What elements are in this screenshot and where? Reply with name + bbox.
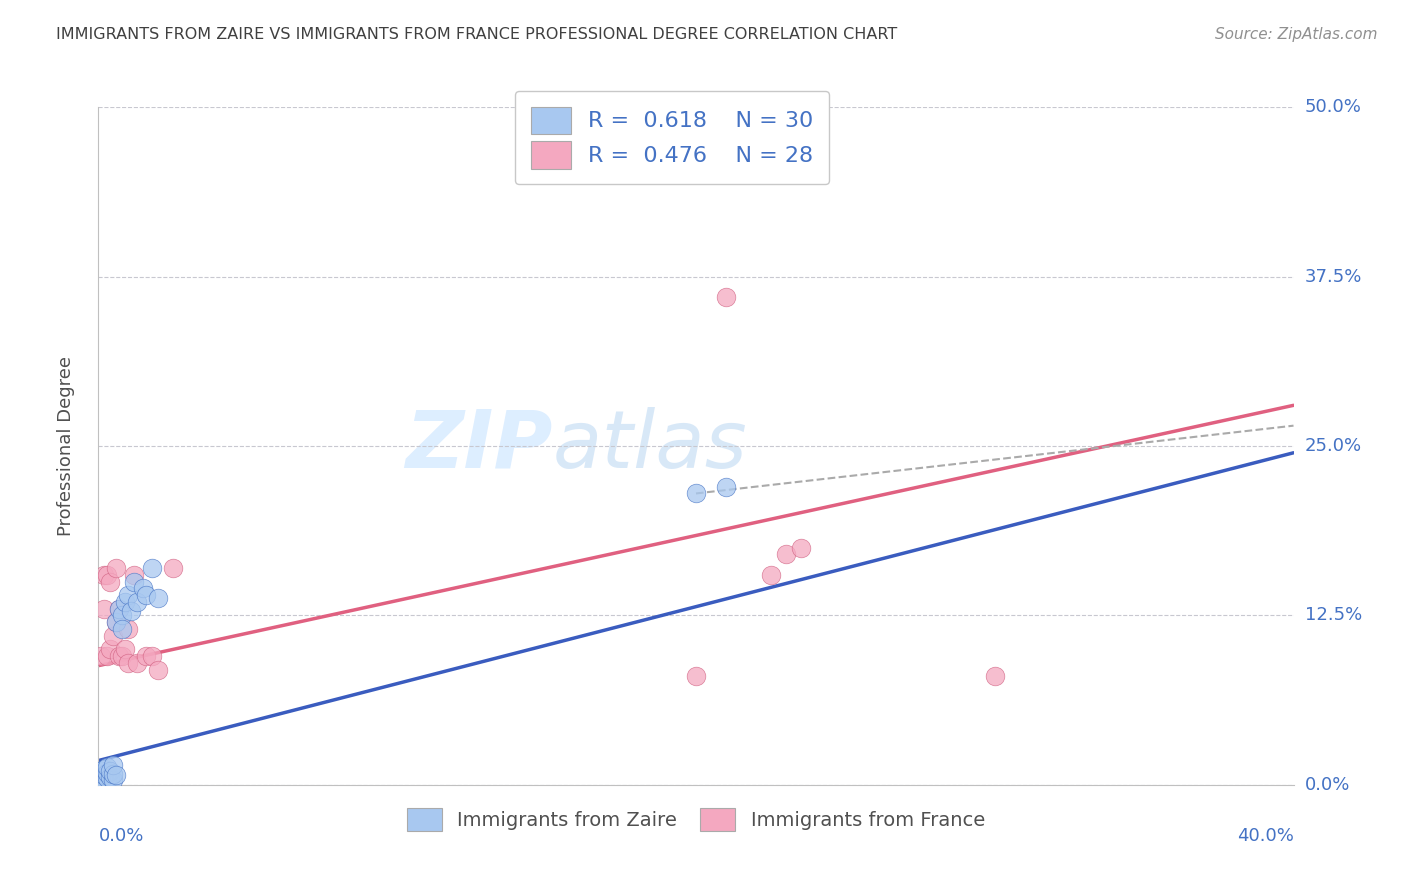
Y-axis label: Professional Degree: Professional Degree [56, 356, 75, 536]
Text: 40.0%: 40.0% [1237, 827, 1294, 845]
Point [111, 649, 134, 664]
Point [132, 582, 155, 596]
Text: 0.0%: 0.0% [1305, 776, 1350, 794]
Point [124, 567, 146, 582]
Point [114, 595, 136, 609]
Point [117, 656, 139, 670]
Text: atlas: atlas [553, 407, 748, 485]
Point [96, 771, 118, 785]
Point [103, 772, 125, 787]
Point [141, 649, 163, 664]
Point [108, 601, 131, 615]
Point [111, 608, 134, 623]
Point [111, 622, 134, 636]
Point [114, 642, 136, 657]
Point [96, 765, 118, 780]
Point [148, 591, 170, 605]
Point [105, 615, 128, 630]
Text: ZIP: ZIP [405, 407, 553, 485]
Point [90, 767, 112, 781]
Point [90, 771, 112, 785]
Legend: Immigrants from Zaire, Immigrants from France: Immigrants from Zaire, Immigrants from F… [395, 796, 997, 843]
Point [108, 649, 131, 664]
Point [108, 601, 131, 615]
Point [117, 588, 139, 602]
Point [93, 601, 115, 615]
Point [120, 604, 142, 618]
Point [714, 480, 737, 494]
Point [96, 649, 118, 664]
Point [127, 595, 149, 609]
Text: IMMIGRANTS FROM ZAIRE VS IMMIGRANTS FROM FRANCE PROFESSIONAL DEGREE CORRELATION : IMMIGRANTS FROM ZAIRE VS IMMIGRANTS FROM… [56, 27, 897, 42]
Point [103, 629, 125, 643]
Point [93, 567, 115, 582]
Point [90, 649, 112, 664]
Point [96, 760, 118, 774]
Point [984, 669, 1007, 683]
Text: 12.5%: 12.5% [1305, 607, 1362, 624]
Point [789, 541, 811, 555]
Point [93, 773, 115, 788]
Point [148, 663, 170, 677]
Point [117, 622, 139, 636]
Text: 25.0%: 25.0% [1305, 437, 1362, 455]
Point [98, 642, 122, 657]
Point [135, 649, 157, 664]
Text: 50.0%: 50.0% [1305, 98, 1361, 116]
Point [105, 561, 128, 575]
Point [135, 588, 157, 602]
Point [93, 768, 115, 782]
Point [714, 290, 737, 304]
Point [93, 762, 115, 776]
Point [105, 768, 128, 782]
Point [141, 561, 163, 575]
Text: 0.0%: 0.0% [98, 827, 143, 845]
Point [759, 567, 782, 582]
Point [685, 486, 707, 500]
Point [685, 669, 707, 683]
Point [124, 574, 146, 589]
Point [103, 767, 125, 781]
Point [98, 770, 122, 784]
Text: 37.5%: 37.5% [1305, 268, 1362, 285]
Point [98, 764, 122, 779]
Point [96, 567, 118, 582]
Point [90, 764, 112, 779]
Point [162, 561, 184, 575]
Text: Source: ZipAtlas.com: Source: ZipAtlas.com [1215, 27, 1378, 42]
Point [105, 615, 128, 630]
Point [98, 574, 122, 589]
Point [127, 656, 149, 670]
Point [103, 757, 125, 772]
Point [775, 548, 797, 562]
